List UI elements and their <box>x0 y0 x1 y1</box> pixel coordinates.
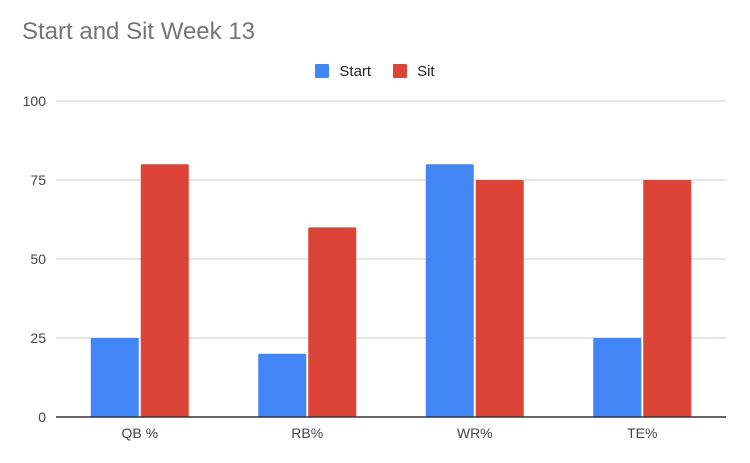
y-tick-label: 25 <box>30 330 46 346</box>
bar-sit-1 <box>308 227 357 417</box>
legend-item-start[interactable]: Start <box>315 63 371 80</box>
x-tick-label: TE% <box>627 425 657 441</box>
legend: Start Sit <box>0 61 750 81</box>
legend-label-start: Start <box>339 62 372 80</box>
x-tick-label: QB % <box>121 425 158 441</box>
bar-start-1 <box>258 353 307 417</box>
y-tick-label: 0 <box>38 409 46 425</box>
bar-sit-0 <box>140 164 189 417</box>
legend-swatch-sit <box>393 64 408 78</box>
x-tick-label: RB% <box>291 425 323 441</box>
bar-sit-2 <box>475 180 524 417</box>
x-tick-label: WR% <box>457 425 493 441</box>
y-tick-label: 50 <box>30 251 46 267</box>
legend-swatch-start <box>315 64 330 78</box>
legend-label-sit: Sit <box>417 62 435 80</box>
bar-start-2 <box>425 164 474 417</box>
y-tick-label: 100 <box>23 93 47 109</box>
y-tick-label: 75 <box>30 172 46 188</box>
bar-start-3 <box>593 338 642 417</box>
legend-item-sit[interactable]: Sit <box>393 63 435 80</box>
chart-title: Start and Sit Week 13 <box>22 18 256 45</box>
bar-start-0 <box>90 338 139 417</box>
bar-sit-3 <box>643 180 692 417</box>
